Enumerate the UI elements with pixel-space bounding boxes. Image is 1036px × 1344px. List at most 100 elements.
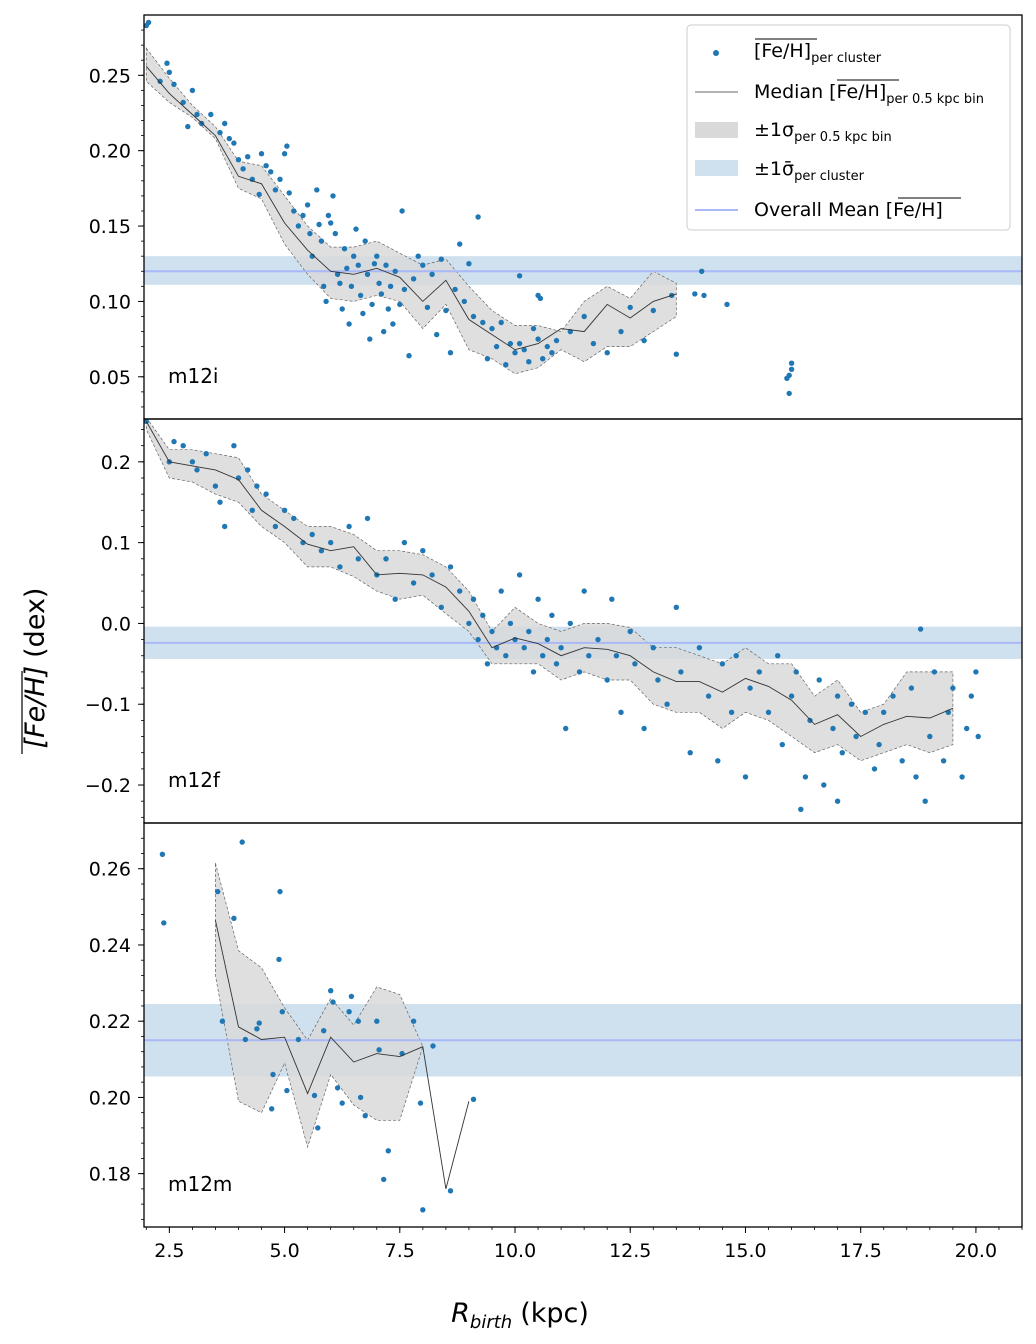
data-point xyxy=(618,328,624,335)
data-point xyxy=(415,253,421,259)
data-point xyxy=(263,163,269,169)
data-point xyxy=(447,564,454,570)
data-point xyxy=(256,191,262,198)
data-point xyxy=(268,169,274,175)
data-point xyxy=(484,661,491,667)
data-point xyxy=(475,636,481,643)
data-point xyxy=(786,390,792,397)
data-point xyxy=(834,693,841,699)
data-point xyxy=(516,572,523,578)
data-point xyxy=(438,604,444,610)
y-tick-label: 0.25 xyxy=(89,65,131,87)
data-point xyxy=(537,295,544,302)
data-point xyxy=(871,766,878,772)
data-point xyxy=(231,140,237,146)
data-point xyxy=(401,539,408,546)
data-point xyxy=(355,262,361,268)
y-tick-label: 0.20 xyxy=(89,1087,131,1109)
median-line xyxy=(214,920,470,1190)
data-point xyxy=(208,111,214,118)
data-point xyxy=(300,212,306,219)
data-point xyxy=(798,806,804,812)
data-point xyxy=(881,709,887,715)
data-point xyxy=(530,325,537,332)
data-point xyxy=(576,669,583,675)
data-point xyxy=(816,677,822,683)
data-point xyxy=(567,620,573,627)
data-point xyxy=(316,221,322,228)
data-point xyxy=(378,291,385,297)
data-point xyxy=(341,246,348,252)
y-tick-label: 0.2 xyxy=(101,452,131,474)
data-point xyxy=(544,343,550,350)
data-point xyxy=(733,653,739,659)
x-tick-label: 12.5 xyxy=(609,1240,651,1262)
data-point xyxy=(385,306,391,312)
data-point xyxy=(401,286,408,293)
data-point xyxy=(371,261,378,267)
data-point xyxy=(315,1125,321,1131)
data-point xyxy=(581,588,587,594)
data-point xyxy=(245,154,251,160)
data-point xyxy=(673,351,679,357)
data-point xyxy=(466,620,472,627)
y-tick-label: 0.1 xyxy=(101,533,131,555)
data-point xyxy=(908,685,915,691)
data-point xyxy=(330,193,336,199)
data-point xyxy=(678,669,684,675)
legend-label-median: Median [Fe/H]per 0.5 kpc bin xyxy=(754,81,984,107)
data-point xyxy=(627,628,633,635)
data-point xyxy=(334,271,341,277)
data-point xyxy=(788,360,795,366)
data-point xyxy=(480,612,486,618)
data-point xyxy=(318,238,325,244)
legend-box xyxy=(686,24,1011,231)
data-point xyxy=(203,451,209,457)
data-point xyxy=(655,677,661,683)
y-tick-label: 0.15 xyxy=(89,216,131,238)
data-point xyxy=(452,286,458,293)
data-point xyxy=(802,774,809,780)
data-point xyxy=(161,920,167,926)
data-point xyxy=(279,1009,285,1015)
data-point xyxy=(332,230,338,237)
data-point xyxy=(240,166,246,172)
data-point xyxy=(922,798,928,804)
data-point xyxy=(337,280,343,286)
y-tick-label: 0.10 xyxy=(89,291,131,313)
data-point xyxy=(171,81,177,88)
data-point xyxy=(521,645,527,651)
data-point xyxy=(318,548,325,554)
data-point xyxy=(258,151,265,157)
data-point xyxy=(480,319,486,326)
data-point xyxy=(348,283,355,289)
data-point xyxy=(927,733,933,740)
data-point xyxy=(917,626,924,632)
data-point xyxy=(807,717,813,724)
y-tick-label: 0.18 xyxy=(89,1164,131,1186)
data-point xyxy=(779,741,785,748)
x-tick-label: 2.5 xyxy=(154,1240,184,1262)
y-tick-label: 0.22 xyxy=(89,1011,131,1033)
data-point xyxy=(604,350,610,356)
data-point xyxy=(715,758,721,764)
data-point xyxy=(215,888,221,895)
data-point xyxy=(719,661,726,667)
data-point xyxy=(159,851,166,857)
data-point xyxy=(325,212,332,219)
data-point xyxy=(503,653,509,659)
y-tick-label: −0.1 xyxy=(85,694,131,716)
data-point xyxy=(457,588,463,594)
y-tick-label: 0.20 xyxy=(89,141,131,163)
data-point xyxy=(145,19,152,26)
data-point xyxy=(516,273,523,279)
data-point xyxy=(239,839,245,845)
data-point xyxy=(339,1100,345,1106)
data-point xyxy=(383,262,389,268)
data-point xyxy=(281,151,288,157)
data-point xyxy=(530,669,537,675)
data-point xyxy=(420,548,426,554)
legend-marker-points xyxy=(713,50,719,56)
data-point xyxy=(222,523,228,530)
